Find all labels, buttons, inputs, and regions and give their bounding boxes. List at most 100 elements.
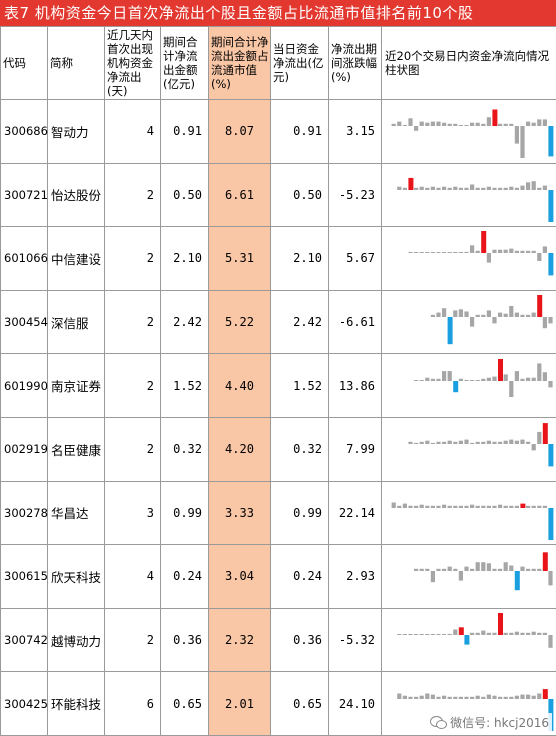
cell-code: 300721 [0, 162, 48, 228]
flow-bar [509, 696, 514, 699]
flow-bar [442, 569, 447, 572]
flow-bar [425, 252, 430, 254]
flow-bar [458, 378, 463, 381]
cell-amount: 1.52 [160, 353, 209, 418]
cell-flow-chart [381, 162, 556, 228]
fund-outflow-table: 代码 简称 近几天内首次出现机构资金净流出(天) 期间合计净流出金额(亿元) 期… [0, 26, 556, 736]
flow-bar [486, 377, 491, 381]
flow-bar [498, 358, 503, 381]
flow-bar [470, 504, 475, 508]
cell-code: 300454 [0, 289, 48, 355]
flow-bar [419, 569, 424, 572]
flow-bar [526, 314, 531, 318]
cell-change: -6.61 [328, 289, 382, 355]
flow-bar [486, 694, 491, 699]
cell-flow-chart [381, 544, 556, 609]
table-row: 601990 南京证券 2 1.52 4.40 1.52 13.86 [0, 353, 556, 418]
flow-bar [402, 695, 407, 699]
cell-name: 智动力 [47, 99, 105, 164]
flow-bar [542, 632, 547, 636]
flow-bar [436, 121, 441, 127]
flow-bar-chart [397, 613, 553, 648]
flow-bar [542, 185, 547, 190]
flow-bar [447, 317, 453, 345]
flow-bar [514, 126, 519, 144]
cell-change: -5.32 [328, 607, 382, 673]
flow-bar [464, 505, 469, 508]
flow-bar [486, 505, 491, 508]
flow-bar [503, 440, 508, 445]
flow-bar [542, 246, 547, 254]
flow-bar [537, 295, 543, 318]
cell-pct: 2.32 [208, 607, 271, 673]
flow-bar [397, 634, 402, 636]
flow-bar [442, 308, 447, 318]
flow-bar [475, 562, 480, 572]
flow-bar-chart [408, 231, 554, 276]
flow-bar [453, 505, 458, 508]
flow-bar [509, 124, 514, 127]
table-row: 300742 越博动力 2 0.36 2.32 0.36 -5.32 [0, 607, 556, 673]
cell-change: -5.23 [328, 162, 382, 228]
flow-bar [537, 119, 542, 127]
flow-bar [464, 635, 470, 645]
flow-bar [492, 317, 497, 324]
cell-pct: 6.61 [208, 162, 271, 228]
flow-bar [464, 311, 469, 318]
flow-bar [464, 567, 469, 572]
header-row: 代码 简称 近几天内首次出现机构资金净流出(天) 期间合计净流出金额(亿元) 期… [0, 26, 556, 100]
flow-bar [436, 634, 441, 636]
flow-bar [520, 503, 526, 508]
cell-flow-chart [381, 480, 556, 546]
flow-bar [414, 634, 419, 636]
flow-bar [425, 693, 430, 699]
flow-bar [498, 696, 503, 699]
cell-pct: 8.07 [208, 99, 271, 164]
flow-bar [514, 187, 519, 190]
flow-bar [414, 187, 419, 190]
cell-change: 24.10 [328, 671, 382, 736]
flow-bar [531, 695, 536, 699]
flow-bar [537, 632, 542, 636]
cell-today: 1.52 [270, 353, 329, 418]
flow-bar [430, 121, 435, 127]
cell-change: 7.99 [328, 416, 382, 482]
cell-change: 22.14 [328, 480, 382, 546]
flow-bar [391, 124, 396, 127]
flow-bar [464, 696, 469, 699]
flow-bar [430, 443, 435, 445]
flow-bar [402, 503, 407, 508]
flow-bar [436, 312, 441, 318]
flow-bar [486, 563, 491, 572]
flow-bar [408, 634, 413, 636]
flow-bar [514, 571, 520, 591]
cell-flow-chart [381, 289, 556, 355]
cell-days: 3 [104, 480, 161, 546]
flow-bar [414, 252, 419, 254]
flow-bar [453, 629, 458, 636]
cell-today: 0.24 [270, 544, 329, 609]
header-days: 近几天内首次出现机构资金净流出(天) [104, 26, 161, 100]
table-row: 300686 智动力 4 0.91 8.07 0.91 3.15 [0, 99, 556, 164]
flow-bar [481, 187, 486, 190]
flow-bar-chart [397, 177, 554, 222]
flow-bar [458, 627, 464, 636]
flow-bar [537, 187, 542, 190]
flow-bar [475, 442, 480, 445]
flow-bar [425, 505, 430, 508]
cell-change: 13.86 [328, 353, 382, 418]
flow-bar [436, 442, 441, 445]
cell-code: 601066 [0, 226, 48, 291]
cell-change: 3.15 [328, 99, 382, 164]
flow-bar [498, 504, 503, 508]
flow-bar [470, 317, 475, 327]
flow-bar [526, 377, 531, 381]
header-change: 净流出期间涨跌幅(%) [328, 26, 382, 100]
flow-bar [447, 440, 452, 445]
flow-bar [537, 693, 542, 699]
flow-bar [430, 378, 435, 381]
cell-amount: 0.24 [160, 544, 209, 609]
flow-bar-chart [408, 423, 554, 467]
flow-bar [514, 251, 519, 254]
flow-bar [430, 505, 435, 508]
